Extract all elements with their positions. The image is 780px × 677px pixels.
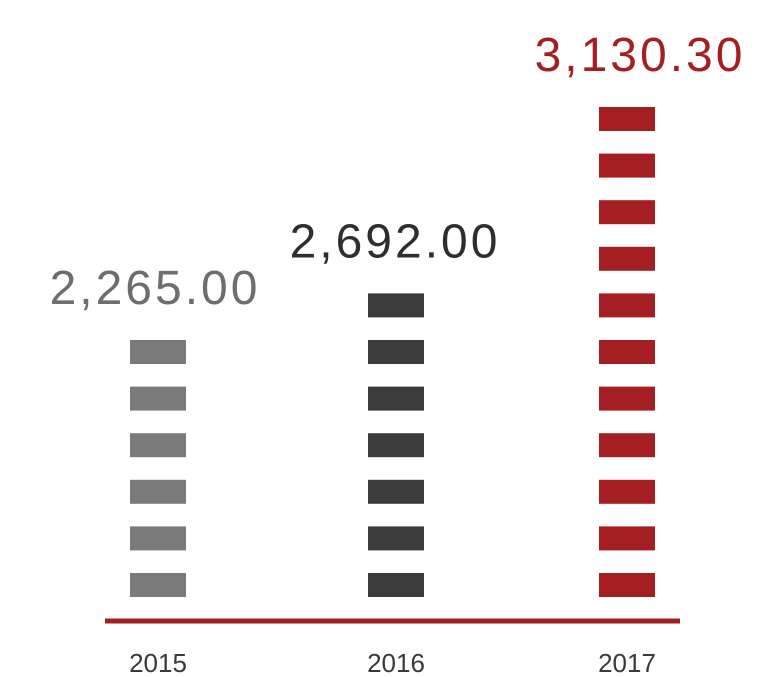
bar-segment-2016-2 xyxy=(368,526,424,551)
bar-segment-2017-11 xyxy=(599,107,655,131)
bar-segment-2016-4 xyxy=(368,433,424,458)
value-label-2016: 2,692.00 xyxy=(290,215,501,268)
value-label-2015: 2,265.00 xyxy=(50,262,261,315)
x-tick-label-2017: 2017 xyxy=(598,648,656,677)
bar-segment-2015-6 xyxy=(130,340,186,364)
labels-group: 2,265.00 2015 2,692.00 2016 3,130.30 2017 xyxy=(50,29,746,677)
bar-segment-2016-7 xyxy=(368,293,424,318)
bar-segment-2015-1 xyxy=(130,573,186,597)
x-tick-label-2016: 2016 xyxy=(367,648,425,677)
bar-segment-2015-3 xyxy=(130,479,186,504)
bar-segment-2015-4 xyxy=(130,433,186,458)
bar-segment-2017-1 xyxy=(599,573,655,597)
bar-segment-2017-9 xyxy=(599,200,655,225)
bar-segment-2017-4 xyxy=(599,433,655,458)
value-label-2017: 3,130.30 xyxy=(535,29,746,82)
bar-segment-2015-5 xyxy=(130,386,186,411)
bar-segment-2017-8 xyxy=(599,246,655,271)
bar-segment-2017-10 xyxy=(599,153,655,178)
bar-segment-2016-3 xyxy=(368,479,424,504)
bar-segment-2017-7 xyxy=(599,293,655,318)
bar-segment-2016-6 xyxy=(368,340,424,364)
bar-segment-2017-5 xyxy=(599,386,655,411)
bars-group xyxy=(130,107,655,597)
bar-segment-2016-1 xyxy=(368,573,424,597)
bar-segment-2017-2 xyxy=(599,526,655,551)
bar-segment-2016-5 xyxy=(368,386,424,411)
bar-segment-2017-3 xyxy=(599,479,655,504)
bar-segment-2017-6 xyxy=(599,340,655,364)
x-tick-label-2015: 2015 xyxy=(129,648,187,677)
bar-segment-2015-2 xyxy=(130,526,186,551)
